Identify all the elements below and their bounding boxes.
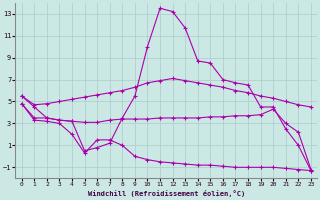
- X-axis label: Windchill (Refroidissement éolien,°C): Windchill (Refroidissement éolien,°C): [88, 190, 245, 197]
